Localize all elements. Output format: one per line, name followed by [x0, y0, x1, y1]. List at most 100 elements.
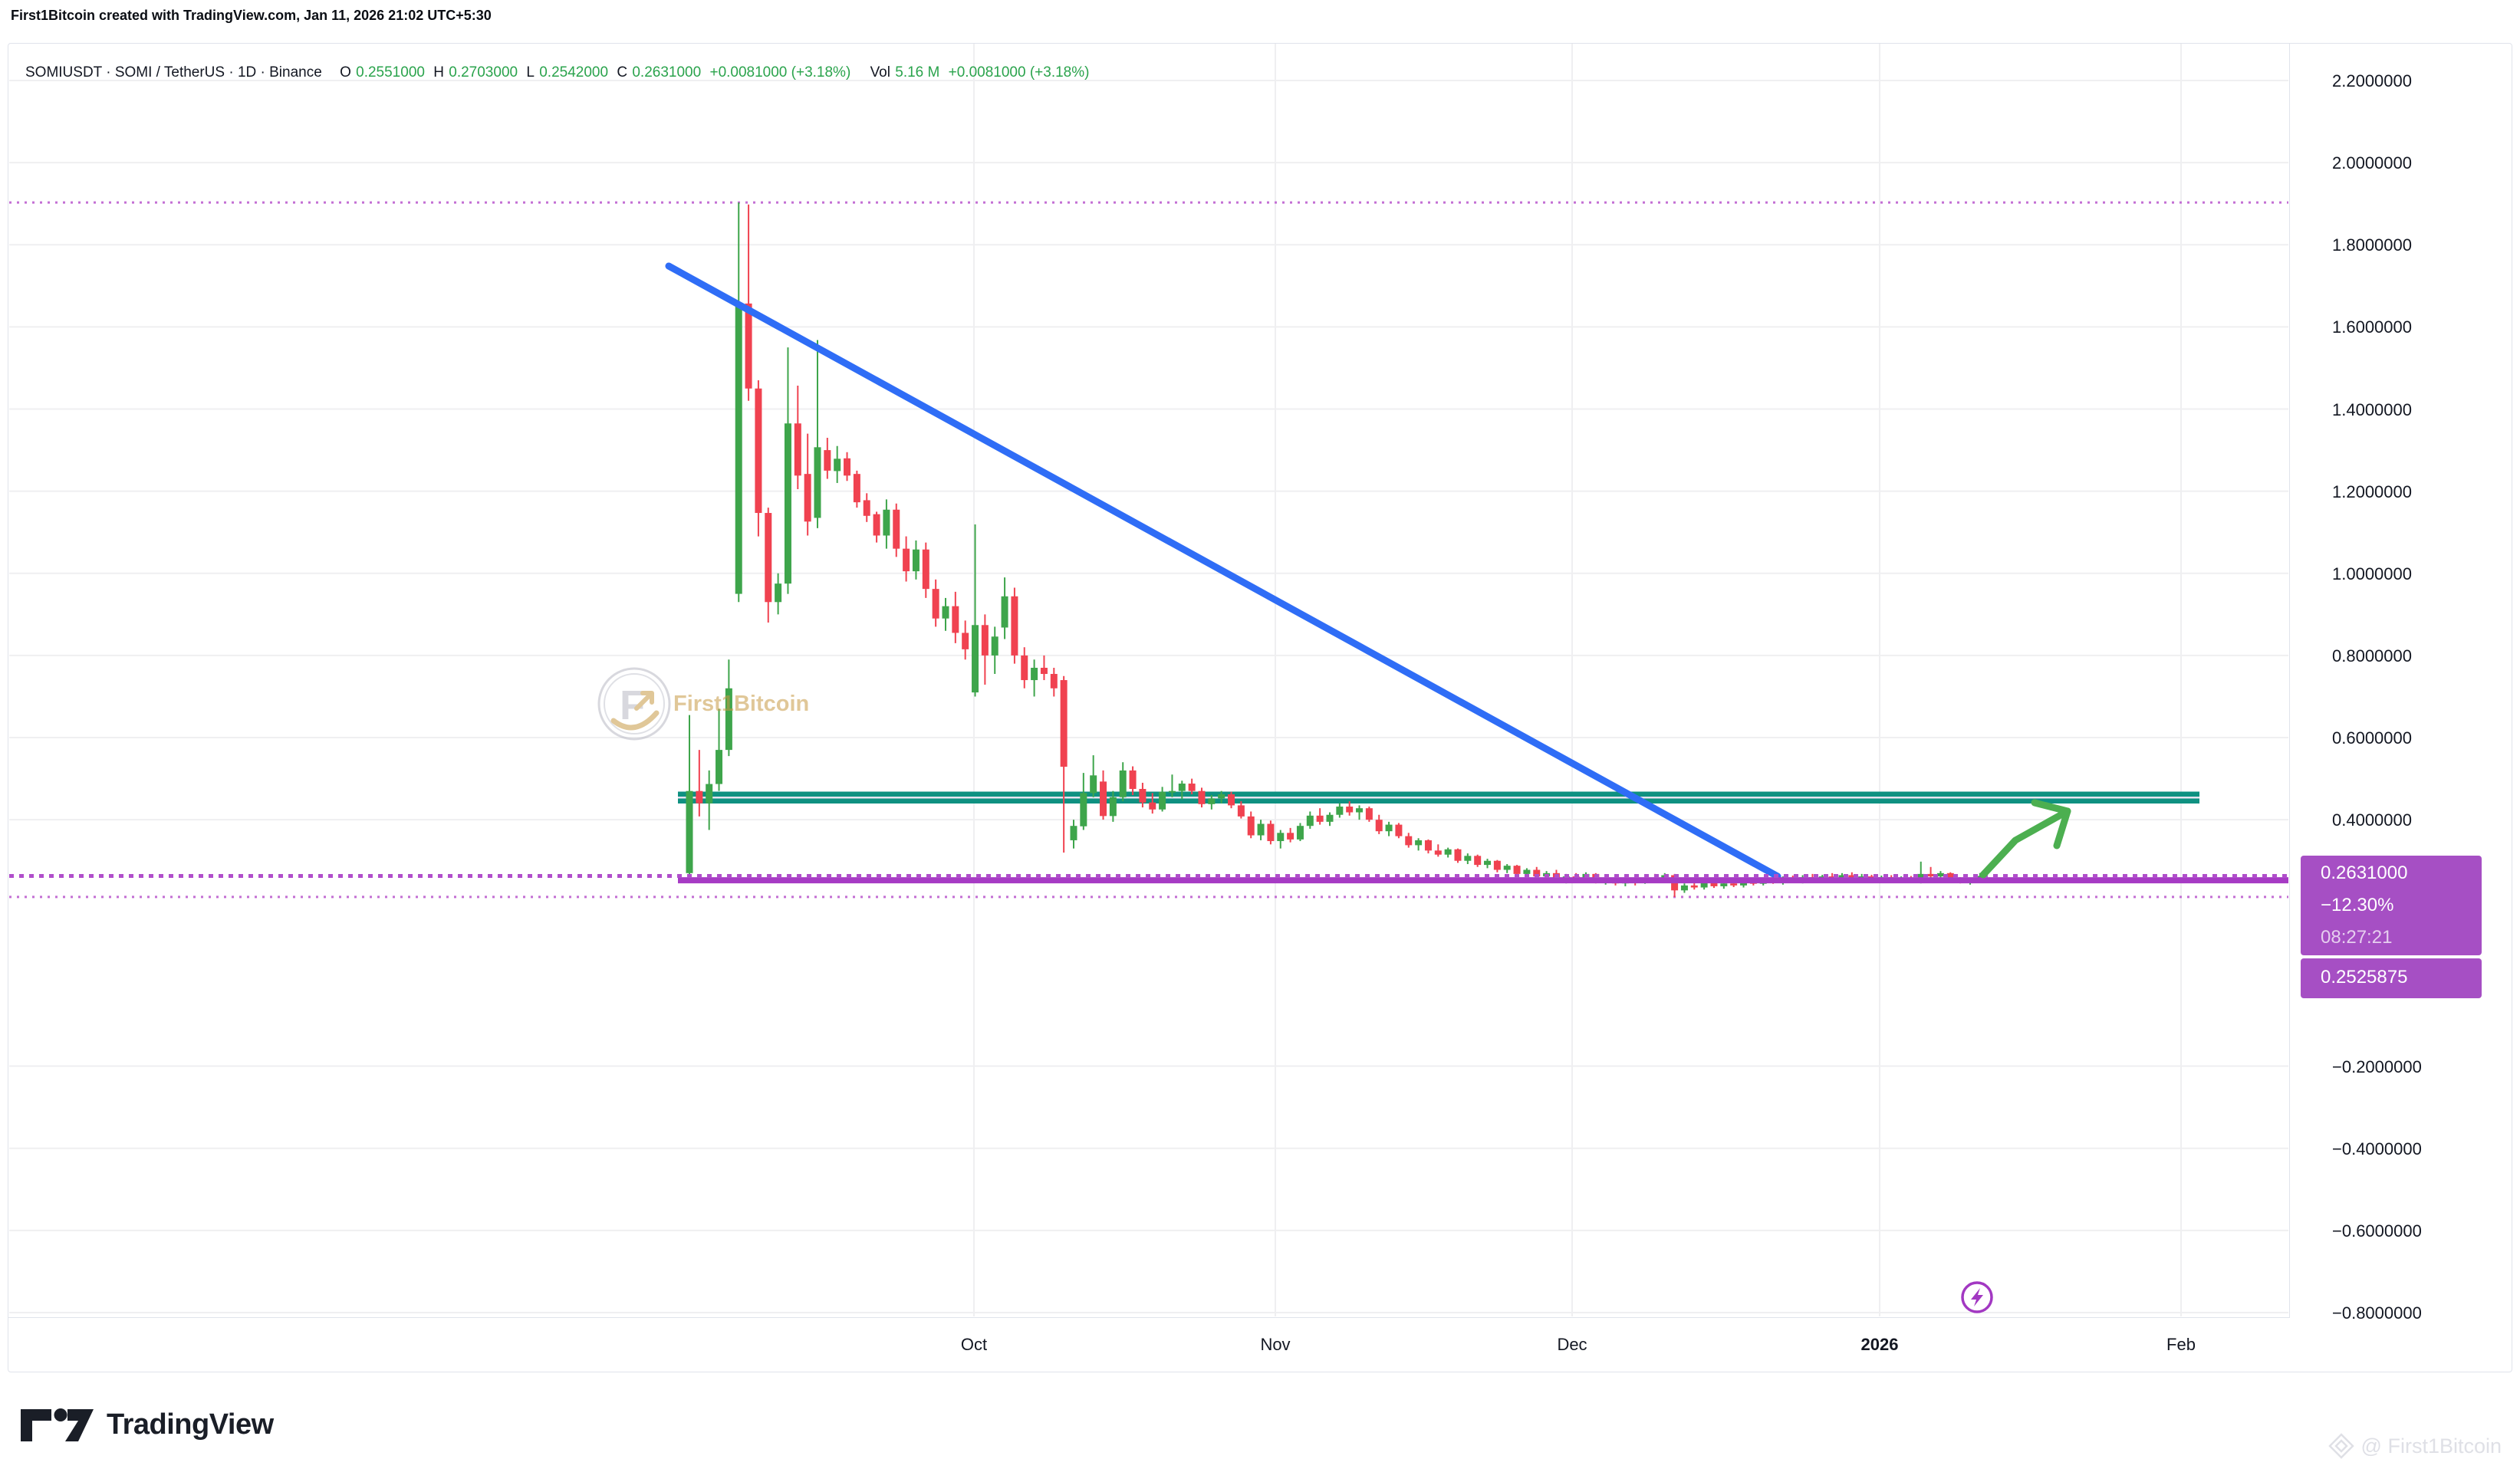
candle-body: [716, 750, 723, 784]
price-axis[interactable]: 2.2000000 2.0000000 1.8000000 1.6000000 1.40…: [2289, 43, 2513, 1323]
candle-body: [794, 423, 801, 476]
candle-body: [1080, 793, 1087, 827]
candle-body: [1533, 869, 1541, 877]
candle-body: [1356, 808, 1364, 813]
candle-body: [1464, 856, 1472, 861]
candle-body: [706, 784, 713, 804]
candle-body: [853, 474, 860, 503]
candle-body: [903, 548, 910, 572]
candle-body: [1139, 788, 1147, 803]
candle-body: [1040, 667, 1048, 675]
candle-body: [1178, 784, 1186, 791]
change-value: +0.0081000 (+3.18%): [709, 64, 851, 81]
candle-body: [1001, 596, 1008, 628]
candle-body: [1316, 815, 1324, 822]
candle-body: [1070, 826, 1077, 840]
price-axis-label: 0.6000000: [2332, 728, 2412, 748]
footer: TradingView @ First1Bitcoin: [0, 1372, 2520, 1469]
bar-countdown: 08:27:21: [2321, 927, 2393, 948]
open-value: 0.2551000: [356, 64, 425, 81]
candle-body: [1474, 856, 1482, 866]
candle-body: [1287, 833, 1295, 840]
candle-body: [1188, 784, 1196, 791]
candle-body: [1149, 802, 1156, 810]
tradingview-logo-icon: [21, 1408, 94, 1441]
candle-body: [1484, 860, 1492, 866]
candle-body: [922, 549, 929, 590]
candle-body: [1710, 882, 1718, 886]
open-label: O: [340, 64, 351, 81]
candle-body: [1336, 807, 1344, 815]
candle-body: [1326, 814, 1334, 822]
candle-body: [844, 458, 851, 476]
corner-watermark: @ First1Bitcoin: [2328, 1432, 2509, 1460]
candle-body: [1444, 849, 1452, 855]
symbol-legend[interactable]: SOMIUSDT · SOMI / TetherUS · 1D · Binanc…: [25, 64, 1094, 81]
attribution-text: First1Bitcoin created with TradingView.c…: [11, 8, 492, 23]
candle-body: [784, 423, 791, 584]
candle-body: [1218, 794, 1225, 799]
candle-body: [1424, 840, 1432, 851]
tradingview-logo[interactable]: TradingView: [19, 1406, 274, 1443]
candle-body: [1503, 866, 1511, 870]
candle-body: [1365, 808, 1373, 820]
time-axis-label[interactable]: Oct: [960, 1335, 988, 1354]
candle-body: [1405, 836, 1413, 846]
candle-body: [1740, 882, 1748, 886]
candle-body: [1493, 860, 1501, 870]
candle-body: [1838, 875, 1846, 879]
candle-body: [1267, 823, 1275, 842]
price-axis-label: −0.6000000: [2332, 1221, 2422, 1241]
candle-body: [1168, 790, 1176, 793]
price-axis-label: 2.0000000: [2332, 153, 2412, 173]
candle-body: [932, 589, 939, 619]
support-line-price-value: 0.2525875: [2321, 967, 2408, 988]
candle-body: [775, 583, 782, 603]
low-label: L: [526, 64, 535, 81]
candle-body: [1050, 674, 1058, 688]
candle-body: [696, 790, 703, 804]
candle-body: [1415, 840, 1423, 846]
price-axis-label: 1.4000000: [2332, 399, 2412, 419]
price-axis-label: 2.2000000: [2332, 71, 2412, 90]
candle-body: [912, 549, 920, 572]
arrow-annotation[interactable]: [1979, 807, 2071, 879]
arrow-annotation-head: [2031, 799, 2071, 850]
candle-body: [991, 636, 998, 656]
candle-body: [1346, 807, 1354, 813]
candle-body: [1395, 824, 1403, 836]
candle-body: [824, 450, 831, 471]
symbol-title[interactable]: SOMIUSDT · SOMI / TetherUS · 1D · Binanc…: [25, 64, 322, 81]
candle-body: [814, 447, 821, 518]
volume-change-value: +0.0081000 (+3.18%): [948, 64, 1090, 81]
candle-body: [863, 500, 870, 516]
candle-body: [735, 303, 742, 594]
candle-body: [765, 513, 772, 603]
price-axis-label: 1.2000000: [2332, 481, 2412, 501]
high-label: H: [433, 64, 444, 81]
candle-body: [1946, 873, 1954, 879]
candle-body: [686, 790, 693, 873]
candle-body: [942, 606, 949, 619]
tradingview-logo-text: TradingView: [107, 1408, 274, 1441]
candle-body: [1031, 667, 1038, 681]
time-axis-label[interactable]: Dec: [1557, 1335, 1587, 1354]
current-price-value: 0.2631000: [2321, 863, 2408, 883]
trendline[interactable]: [665, 262, 1781, 880]
time-axis-label[interactable]: 2026: [1860, 1335, 1899, 1354]
close-value: 0.2631000: [632, 64, 702, 81]
candle-body: [1247, 816, 1255, 836]
lightning-bolt-glyph: [1971, 1288, 1983, 1306]
candle-body: [893, 509, 900, 549]
price-axis-label: 0.8000000: [2332, 646, 2412, 665]
candle-body: [1277, 833, 1285, 842]
diamond-icon: [2328, 1433, 2354, 1459]
candle-body: [1523, 869, 1531, 874]
time-axis-label[interactable]: Feb: [2166, 1335, 2196, 1354]
corner-watermark-text: @ First1Bitcoin: [2360, 1434, 2502, 1457]
candle-body: [1198, 790, 1206, 804]
candle-body: [1090, 775, 1097, 794]
time-axis-label[interactable]: Nov: [1260, 1335, 1291, 1354]
time-axis[interactable]: Oct Nov Dec 2026 Feb: [8, 1317, 2290, 1373]
